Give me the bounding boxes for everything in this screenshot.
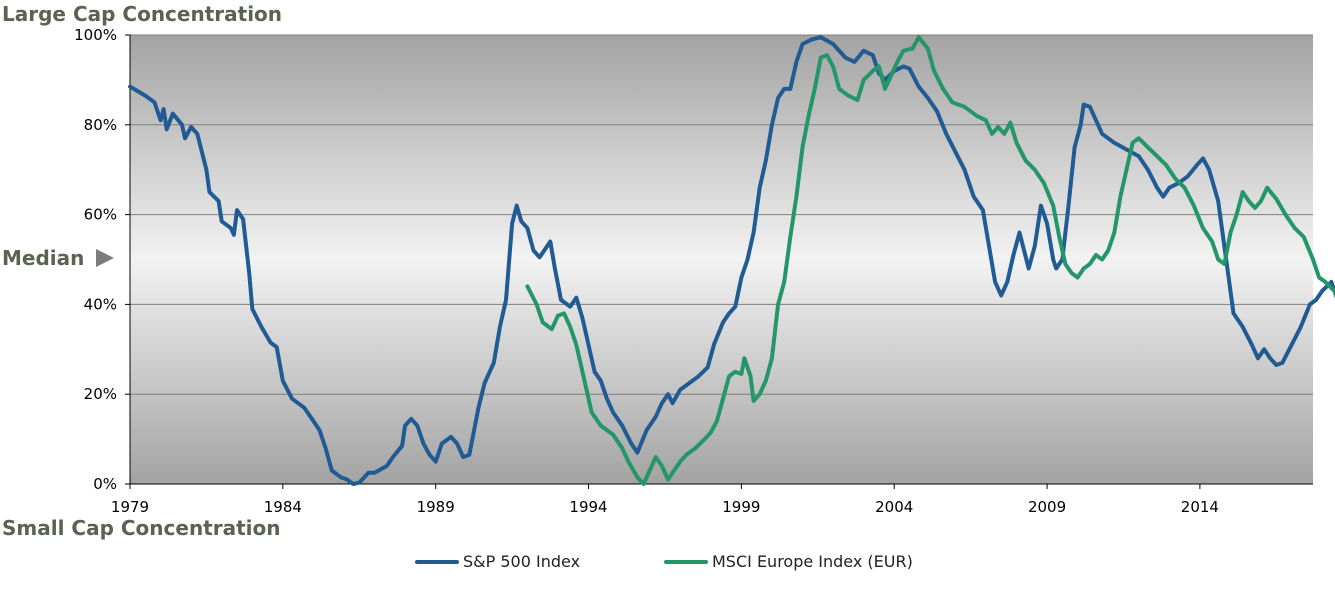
- y-tick-label: 40%: [84, 295, 117, 313]
- legend-swatch-sp500: [415, 559, 459, 564]
- chart-legend: S&P 500 Index MSCI Europe Index (EUR): [0, 552, 1335, 576]
- series-line-msci: [525, 35, 1335, 486]
- x-tick-label: 1999: [722, 498, 760, 516]
- legend-item-msci: MSCI Europe Index (EUR): [664, 552, 913, 571]
- y-tick-label: 0%: [93, 475, 117, 493]
- plot-background: [130, 35, 1313, 484]
- legend-label-msci: MSCI Europe Index (EUR): [712, 552, 913, 571]
- median-arrow-icon: [96, 249, 115, 267]
- median-marker: Median: [2, 246, 115, 270]
- x-tick-label: 1989: [417, 498, 455, 516]
- y-tick-label: 80%: [84, 116, 117, 134]
- legend-item-sp500: S&P 500 Index: [415, 552, 580, 571]
- legend-swatch-msci: [664, 559, 708, 564]
- axes: 0% 20% 40% 60% 80% 100% 1979 1984 1989 1994 1999 20…: [74, 26, 1313, 516]
- series-lines: [128, 35, 1335, 486]
- x-tick-label: 1979: [111, 498, 149, 516]
- x-tick-label: 2004: [875, 498, 913, 516]
- x-tick-label: 1984: [264, 498, 302, 516]
- y-tick-label: 60%: [84, 206, 117, 224]
- y-tick-label: 20%: [84, 385, 117, 403]
- x-tick-label: 2009: [1028, 498, 1066, 516]
- small-cap-label: Small Cap Concentration: [2, 516, 281, 540]
- x-tick-label: 1994: [569, 498, 607, 516]
- legend-label-sp500: S&P 500 Index: [463, 552, 581, 571]
- y-tick-label: 100%: [74, 26, 117, 44]
- series-line-sp500: [128, 35, 1335, 486]
- x-tick-label: 2014: [1181, 498, 1219, 516]
- large-cap-label: Large Cap Concentration: [2, 2, 283, 26]
- median-label-text: Median: [2, 246, 85, 270]
